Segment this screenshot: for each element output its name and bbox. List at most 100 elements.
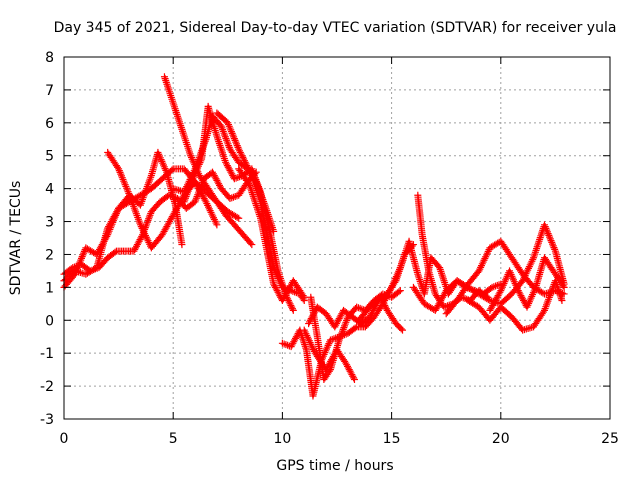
series-track-19 xyxy=(464,277,566,334)
data-point xyxy=(284,297,292,305)
data-point xyxy=(396,287,404,295)
x-tick-label: 20 xyxy=(492,431,510,447)
data-point xyxy=(241,158,249,166)
data-point xyxy=(289,305,297,313)
data-point xyxy=(245,167,253,175)
x-tick-labels: 0 5 10 15 20 25 xyxy=(60,431,619,447)
data-point xyxy=(246,168,254,176)
data-point xyxy=(248,241,256,249)
data-point xyxy=(350,374,358,382)
series-track-20 xyxy=(486,254,568,314)
data-point xyxy=(213,221,221,229)
y-tick-label: 1 xyxy=(45,280,54,296)
data-point xyxy=(247,170,255,178)
data-point xyxy=(560,283,568,291)
data-point xyxy=(397,325,405,333)
series-track-2 xyxy=(60,148,186,291)
x-tick-label: 25 xyxy=(601,431,619,447)
data-point xyxy=(236,148,244,156)
axis-ticks xyxy=(63,56,611,420)
data-point xyxy=(351,324,359,332)
data-point xyxy=(235,145,243,153)
data-point xyxy=(532,246,540,254)
y-tick-label: 0 xyxy=(45,313,54,329)
y-tick-label: -3 xyxy=(40,412,54,428)
data-point xyxy=(239,153,247,161)
data-point xyxy=(178,241,186,249)
y-tick-label: 7 xyxy=(45,83,54,99)
y-tick-label: 6 xyxy=(45,116,54,132)
data-point xyxy=(233,213,241,221)
data-point xyxy=(377,295,385,303)
data-point xyxy=(288,303,296,311)
data-point xyxy=(382,303,390,311)
series-track-12 xyxy=(300,326,358,384)
data-point xyxy=(379,298,387,306)
data-point xyxy=(111,248,119,256)
data-point xyxy=(237,150,245,158)
data-point xyxy=(395,288,403,296)
data-point xyxy=(535,237,543,245)
x-tick-label: 0 xyxy=(60,431,69,447)
data-point xyxy=(242,160,250,168)
series-track-14 xyxy=(355,293,407,334)
data-point xyxy=(286,300,294,308)
data-point xyxy=(247,239,255,247)
series-track-9 xyxy=(235,165,308,305)
data-point xyxy=(533,245,541,253)
data-point xyxy=(300,293,308,301)
data-point xyxy=(496,288,504,296)
data-point xyxy=(240,157,248,165)
data-point xyxy=(558,297,566,305)
series-track-17 xyxy=(409,221,568,314)
data-point xyxy=(484,296,492,304)
series-track-5 xyxy=(160,73,256,249)
data-point xyxy=(378,297,386,305)
x-tick-label: 5 xyxy=(169,431,178,447)
data-point xyxy=(168,166,176,174)
y-tick-label: 2 xyxy=(45,247,54,263)
data-point xyxy=(399,326,407,334)
data-point xyxy=(289,306,297,314)
data-point xyxy=(287,301,295,309)
data-point xyxy=(534,239,542,247)
series-track-4 xyxy=(104,148,221,252)
series-track-11 xyxy=(307,287,404,384)
data-point xyxy=(531,248,539,256)
chart-title: Day 345 of 2021, Sidereal Day-to-day VTE… xyxy=(54,20,617,36)
data-point xyxy=(243,162,251,170)
data-point xyxy=(533,243,541,251)
y-tick-label: 8 xyxy=(45,50,54,66)
data-point xyxy=(285,298,293,306)
data-point xyxy=(536,235,544,243)
y-tick-label: -1 xyxy=(40,346,54,362)
x-tick-label: 10 xyxy=(273,431,291,447)
data-point xyxy=(380,300,388,308)
data-point xyxy=(559,282,567,290)
data-point xyxy=(534,241,542,249)
y-tick-label: 5 xyxy=(45,149,54,165)
data-point xyxy=(236,147,244,155)
data-point xyxy=(299,292,307,300)
data-point xyxy=(240,155,248,163)
data-points xyxy=(60,73,568,400)
y-tick-labels: -3 -2 -1 0 1 2 3 4 5 6 7 8 xyxy=(40,50,54,428)
plot-frame xyxy=(63,56,611,420)
data-point xyxy=(537,232,545,240)
data-point xyxy=(245,180,253,188)
x-axis-label: GPS time / hours xyxy=(276,458,393,474)
data-point xyxy=(377,293,385,301)
y-tick-label: 4 xyxy=(45,182,54,198)
data-point xyxy=(245,165,253,173)
data-point xyxy=(381,301,389,309)
y-tick-label: -2 xyxy=(40,379,54,395)
x-tick-label: 15 xyxy=(383,431,401,447)
data-point xyxy=(244,163,252,171)
data-point xyxy=(238,152,246,160)
y-axis-label: SDTVAR / TECUs xyxy=(8,181,24,296)
data-point xyxy=(350,376,358,384)
data-point xyxy=(235,214,243,222)
y-tick-label: 3 xyxy=(45,215,54,231)
data-point xyxy=(536,234,544,242)
